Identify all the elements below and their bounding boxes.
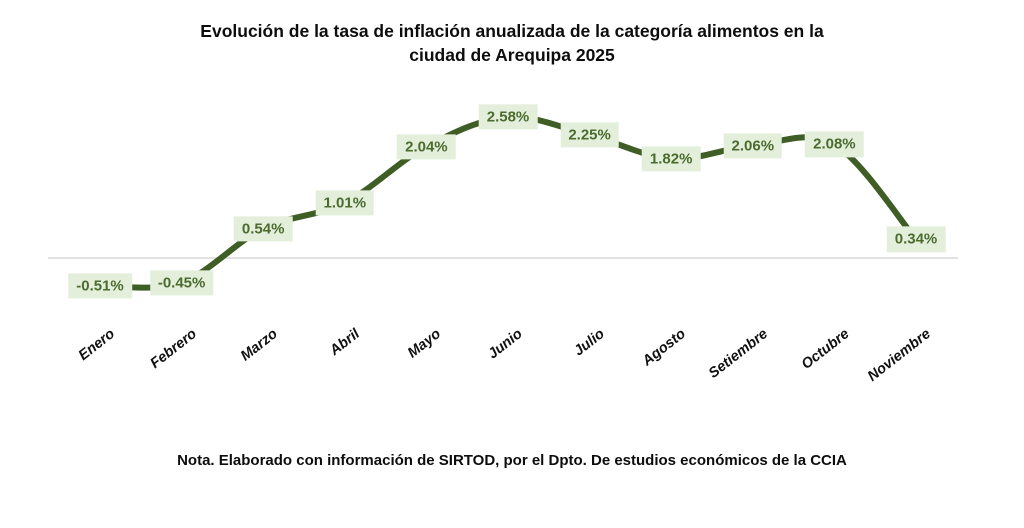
data-label: 2.58% bbox=[478, 104, 538, 130]
data-label: 2.04% bbox=[397, 133, 456, 160]
data-label: -0.51% bbox=[68, 273, 132, 299]
inflation-series-line bbox=[97, 113, 919, 291]
data-label: 0.54% bbox=[233, 215, 293, 242]
chart-title-line-1: Evolución de la tasa de inflación anuali… bbox=[200, 21, 824, 41]
chart-title: Evolución de la tasa de inflación anuali… bbox=[0, 19, 1024, 67]
data-label: 1.01% bbox=[315, 190, 375, 216]
data-label: 1.82% bbox=[641, 146, 701, 172]
data-label: 2.25% bbox=[560, 122, 619, 148]
data-label: 2.06% bbox=[723, 132, 783, 159]
chart-title-line-2: ciudad de Arequipa 2025 bbox=[409, 45, 615, 66]
data-label: 0.34% bbox=[886, 226, 946, 253]
data-label: 2.08% bbox=[805, 131, 864, 158]
data-label: -0.45% bbox=[149, 269, 214, 296]
source-note: Nota. Elaborado con información de SIRTO… bbox=[177, 452, 847, 469]
